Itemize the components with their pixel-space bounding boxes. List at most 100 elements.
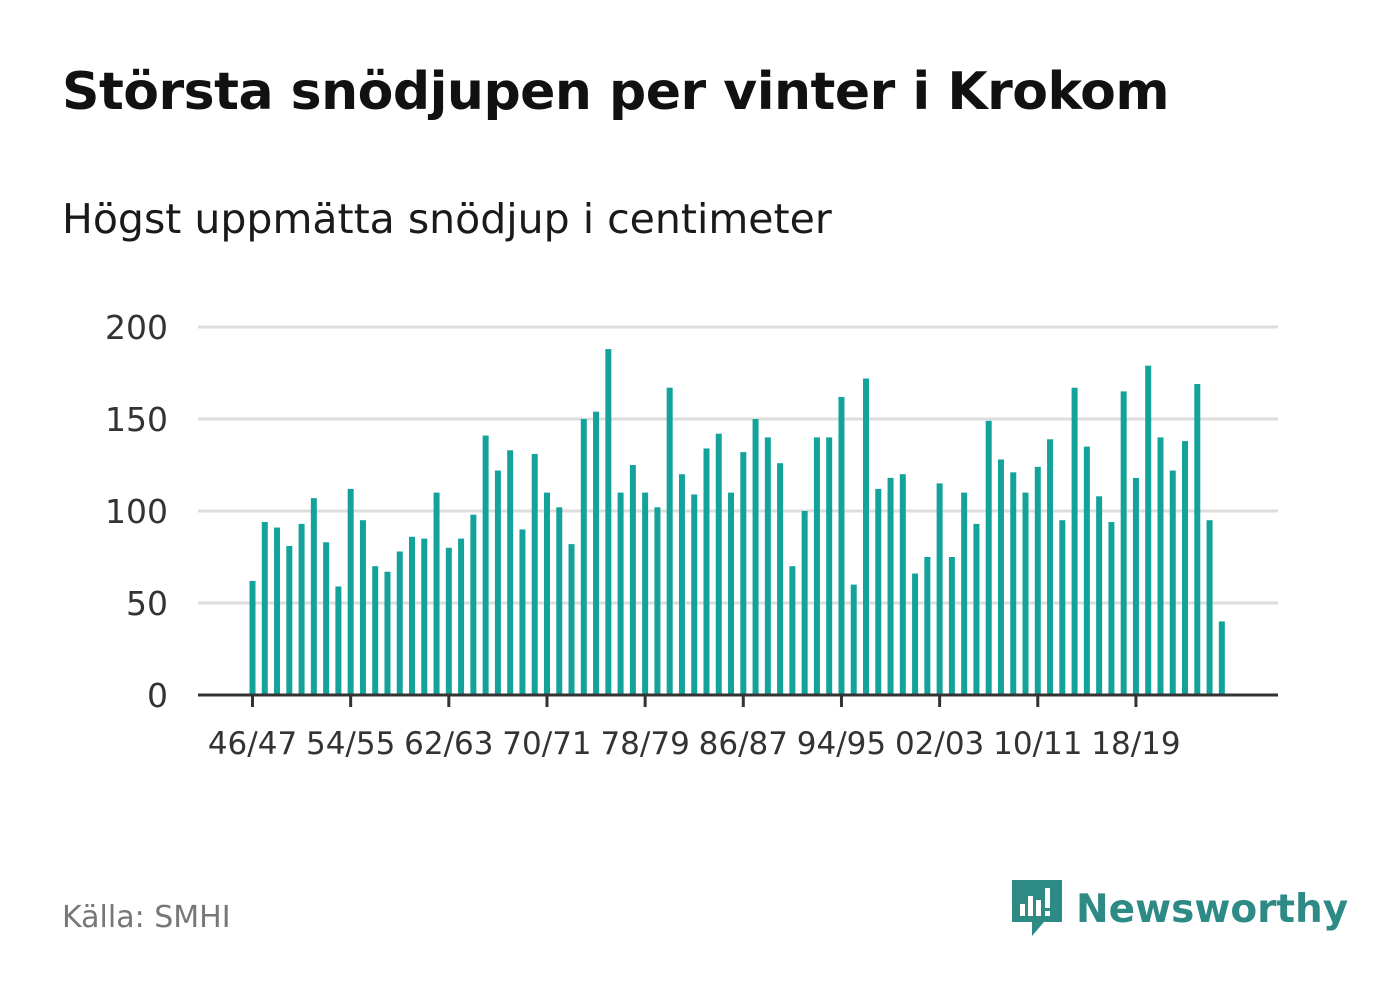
- bar: [948, 557, 955, 695]
- bar: [617, 492, 624, 695]
- x-tick-label: 78/79: [600, 726, 689, 762]
- bar: [899, 474, 906, 695]
- x-tick-label: 86/87: [699, 726, 788, 762]
- x-tick-label: 02/03: [895, 726, 984, 762]
- bar: [421, 538, 428, 695]
- bar: [568, 544, 575, 695]
- bar: [997, 459, 1004, 695]
- bar: [752, 419, 759, 695]
- bar: [1132, 477, 1139, 695]
- bar: [789, 566, 796, 695]
- bar: [310, 498, 317, 695]
- bar: [1157, 437, 1164, 695]
- bar: [801, 511, 808, 695]
- bar: [593, 411, 600, 695]
- bar: [838, 396, 845, 695]
- y-axis-ticks: 0 50 100 150 200: [105, 308, 168, 715]
- x-tick-label: 94/95: [797, 726, 886, 762]
- bar: [1047, 439, 1054, 695]
- bar: [691, 494, 698, 695]
- bar: [372, 566, 379, 695]
- bar: [1059, 520, 1066, 695]
- bar: [678, 474, 685, 695]
- bar: [1071, 387, 1078, 695]
- x-tick-label: 70/71: [502, 726, 591, 762]
- bar: [1194, 384, 1201, 695]
- bar: [826, 437, 833, 695]
- bar: [1022, 492, 1029, 695]
- bar: [605, 349, 612, 695]
- y-tick-label: 200: [105, 308, 168, 347]
- bar: [286, 545, 293, 695]
- bar: [507, 450, 514, 695]
- bar: [433, 492, 440, 695]
- newsworthy-logo[interactable]: Newsworthy: [1010, 878, 1348, 940]
- bar: [531, 453, 538, 695]
- bar: [494, 470, 501, 695]
- bar: [1096, 496, 1103, 695]
- chart-title: Största snödjupen per vinter i Krokom: [62, 62, 1170, 122]
- bar: [335, 586, 342, 695]
- bar: [813, 437, 820, 695]
- x-axis-ticks: 46/47 54/55 62/63 70/71 78/79 86/87 94/95 02/03…: [208, 695, 1181, 762]
- bar: [347, 488, 354, 695]
- y-tick-label: 0: [147, 676, 168, 715]
- bar: [850, 584, 857, 695]
- bar: [482, 435, 489, 695]
- bar: [1034, 466, 1041, 695]
- x-tick-label: 10/11: [993, 726, 1082, 762]
- bar: [1169, 470, 1176, 695]
- bar: [359, 520, 366, 695]
- bar: [863, 378, 869, 695]
- bar: [580, 419, 587, 695]
- bar: [445, 547, 452, 695]
- bar: [666, 387, 673, 695]
- bar: [654, 507, 661, 695]
- bar: [703, 448, 710, 695]
- bar: [519, 529, 526, 695]
- bar: [1108, 522, 1115, 695]
- bar: [1083, 446, 1090, 695]
- x-tick-label: 46/47: [208, 726, 297, 762]
- bar: [1010, 472, 1017, 695]
- bar: [912, 573, 919, 695]
- brand-name: Newsworthy: [1076, 886, 1349, 932]
- bar: [740, 452, 747, 695]
- y-tick-label: 100: [105, 492, 168, 531]
- y-tick-label: 150: [105, 400, 168, 439]
- bar: [384, 571, 391, 695]
- newsworthy-logo-icon: [1012, 880, 1062, 936]
- bar: [936, 483, 943, 695]
- y-tick-label: 50: [126, 584, 168, 623]
- bar: [715, 433, 722, 695]
- bar: [261, 522, 268, 695]
- bar: [973, 523, 980, 695]
- bar: [409, 536, 416, 695]
- x-tick-label: 18/19: [1091, 726, 1180, 762]
- bar: [875, 488, 882, 695]
- bar: [961, 492, 968, 695]
- bar: [887, 477, 894, 695]
- bar: [764, 437, 771, 695]
- bar: [1145, 365, 1152, 695]
- chart-subtitle: Högst uppmätta snödjup i centimeter: [62, 195, 832, 243]
- source-note: Källa: SMHI: [62, 900, 231, 935]
- bar: [396, 551, 403, 695]
- bar: [629, 465, 636, 695]
- x-tick-label: 62/63: [404, 726, 493, 762]
- bar: [728, 492, 735, 695]
- bar: [543, 492, 550, 695]
- bar: [274, 527, 281, 695]
- bars: [249, 349, 1225, 695]
- bar: [1182, 441, 1189, 695]
- bar: [985, 420, 992, 695]
- bar: [458, 538, 465, 695]
- bar: [470, 514, 477, 695]
- bar: [642, 492, 649, 695]
- bar: [556, 507, 563, 695]
- bar: [777, 463, 784, 695]
- bar: [1206, 520, 1213, 695]
- bar: [298, 523, 305, 695]
- bar: [1218, 621, 1225, 695]
- x-tick-label: 54/55: [306, 726, 395, 762]
